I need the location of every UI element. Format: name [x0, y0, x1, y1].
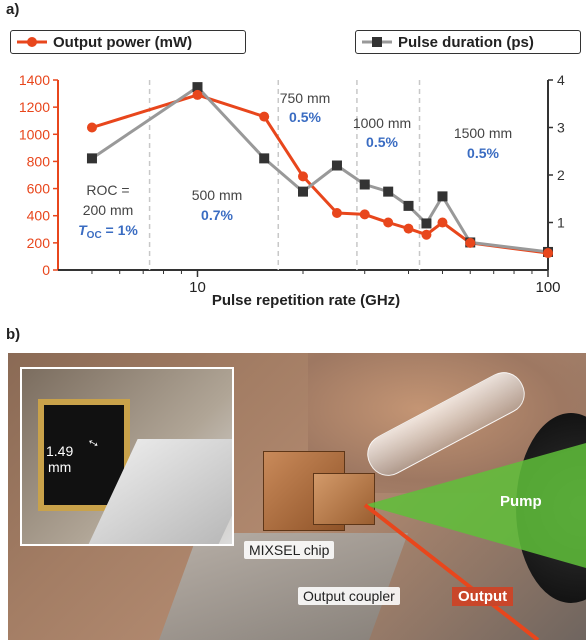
power-point — [192, 89, 203, 100]
duration-point — [192, 82, 203, 93]
y-right-tick-label: 4 — [557, 72, 565, 88]
power-point — [543, 248, 553, 259]
ann-750mm: 750 mm — [280, 90, 331, 106]
y-left-tick-label: 1000 — [19, 126, 50, 142]
y-left-tick-label: 400 — [27, 208, 51, 224]
y-left-tick-label: 1200 — [19, 99, 50, 115]
beams — [363, 443, 586, 640]
power-point — [298, 171, 308, 182]
power-point — [331, 208, 342, 218]
output-beam — [363, 503, 540, 640]
duration-point — [383, 186, 394, 197]
tag-output: Output — [452, 587, 514, 606]
chart-area: 0 200 400 600 800 1000 1200 1400 1 2 3 4 10 100 ROC =… — [19, 72, 565, 309]
ann-roc-line2: 200 mm — [83, 202, 134, 218]
y-left-tick-label: 1400 — [19, 72, 50, 88]
x-tick-label: 100 — [535, 279, 560, 296]
inset-dimension-value: 1.49 — [46, 443, 74, 459]
ann-750mm-value: 0.5% — [289, 109, 321, 125]
legend-pulse-duration: Pulse duration (ps) — [355, 30, 581, 54]
power-point — [86, 122, 97, 133]
legend-power-text: Output power (mW) — [53, 33, 193, 51]
duration-point — [86, 153, 97, 164]
duration-point — [421, 218, 432, 229]
y-left-tick-label: 0 — [42, 262, 50, 278]
ann-roc-line1: ROC = — [86, 182, 129, 198]
x-axis-label: Pulse repetition rate (GHz) — [212, 292, 400, 309]
device-photo: 1.49 mm ↔ MIXSEL chip Output coupler Pum… — [8, 353, 586, 640]
ann-1500mm-value: 0.5% — [467, 145, 499, 161]
duration-point — [403, 200, 414, 211]
inset-photo: 1.49 mm ↔ — [20, 367, 234, 546]
ann-500mm-value: 0.7% — [201, 207, 233, 223]
axes — [53, 79, 553, 277]
y-right-tick-label: 2 — [557, 167, 565, 183]
duration-point — [359, 179, 370, 190]
power-series-line — [91, 93, 549, 255]
y-left-tick-label: 200 — [27, 235, 51, 251]
inset-dimension-unit: mm — [47, 459, 72, 475]
copper-block-front — [313, 473, 375, 525]
power-point — [359, 209, 370, 220]
tick-labels: 0 200 400 600 800 1000 1200 1400 1 2 3 4 10 100 — [19, 72, 565, 296]
power-point — [465, 237, 476, 248]
panel-a-label: a) — [6, 1, 20, 18]
duration-point — [259, 153, 270, 164]
x-tick-label: 10 — [189, 279, 206, 296]
duration-series-line — [91, 85, 549, 254]
dividers — [148, 80, 421, 270]
power-point — [437, 217, 448, 228]
ann-1000mm: 1000 mm — [353, 115, 411, 131]
pump-beam — [365, 443, 586, 568]
label-output-coupler: Output coupler — [298, 587, 400, 605]
ann-1500mm: 1500 mm — [454, 125, 512, 141]
y-right-tick-label: 3 — [557, 120, 565, 136]
ann-roc-toc: TOC = 1% — [78, 222, 138, 241]
legend-power-marker — [17, 37, 47, 47]
duration-point — [437, 191, 448, 202]
ann-500mm: 500 mm — [192, 187, 243, 203]
label-mixsel-chip: MIXSEL chip — [244, 541, 335, 559]
ann-toc-subscript: OC — [87, 230, 102, 241]
markers — [86, 82, 553, 259]
power-point — [259, 111, 270, 122]
series-lines — [91, 85, 549, 255]
duration-point — [298, 186, 308, 197]
duration-point — [331, 160, 342, 171]
ann-toc-symbol: T — [78, 222, 88, 238]
power-point — [383, 217, 394, 228]
ann-toc-value: = 1% — [102, 222, 139, 238]
y-right-tick-label: 1 — [557, 215, 565, 231]
y-left-tick-label: 800 — [27, 153, 51, 169]
legend-output-power: Output power (mW) — [10, 30, 246, 54]
panel-b-label: b) — [6, 326, 21, 343]
ann-1000mm-value: 0.5% — [366, 134, 398, 150]
inset-dimension-label: 1.49 mm — [46, 443, 73, 475]
legend-duration-marker — [362, 37, 392, 47]
power-point — [421, 229, 432, 240]
legend-duration-text: Pulse duration (ps) — [398, 33, 534, 51]
y-left-tick-label: 600 — [27, 181, 51, 197]
tag-pump: Pump — [500, 493, 542, 510]
power-point — [403, 223, 414, 234]
